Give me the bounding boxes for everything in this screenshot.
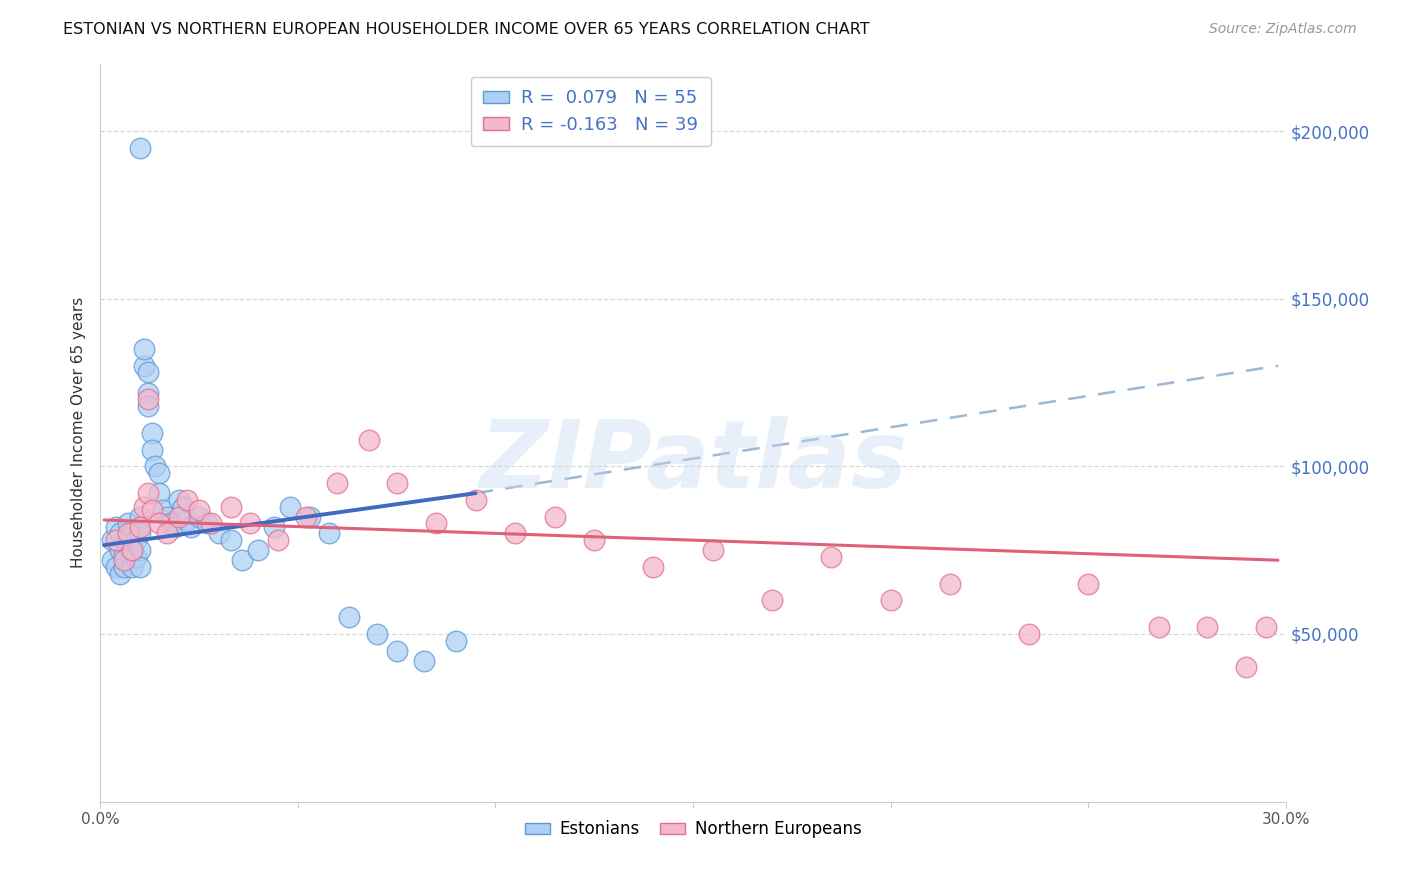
Point — [132, 359, 155, 373]
Point — [176, 513, 198, 527]
Point — [132, 500, 155, 514]
Point — [108, 526, 131, 541]
Point — [187, 509, 209, 524]
Point — [121, 543, 143, 558]
Point — [128, 560, 150, 574]
Point — [298, 509, 321, 524]
Point — [385, 476, 408, 491]
Point — [156, 526, 179, 541]
Point — [125, 549, 148, 564]
Point — [112, 547, 135, 561]
Point — [643, 560, 665, 574]
Point — [219, 500, 242, 514]
Point — [820, 549, 842, 564]
Point — [136, 399, 159, 413]
Point — [1256, 620, 1278, 634]
Point — [148, 516, 170, 531]
Point — [939, 576, 962, 591]
Point — [337, 610, 360, 624]
Point — [219, 533, 242, 547]
Point — [136, 392, 159, 407]
Point — [879, 593, 901, 607]
Point — [239, 516, 262, 531]
Point — [318, 526, 340, 541]
Point — [128, 509, 150, 524]
Point — [125, 533, 148, 547]
Point — [148, 466, 170, 480]
Point — [152, 503, 174, 517]
Point — [128, 543, 150, 558]
Point — [128, 519, 150, 533]
Point — [132, 342, 155, 356]
Point — [1234, 660, 1257, 674]
Point — [294, 509, 316, 524]
Text: Source: ZipAtlas.com: Source: ZipAtlas.com — [1209, 22, 1357, 37]
Legend: Estonians, Northern Europeans: Estonians, Northern Europeans — [517, 814, 868, 845]
Point — [263, 519, 285, 533]
Point — [108, 543, 131, 558]
Point — [128, 141, 150, 155]
Point — [167, 492, 190, 507]
Point — [1149, 620, 1171, 634]
Point — [112, 560, 135, 574]
Point — [104, 533, 127, 547]
Point — [464, 492, 486, 507]
Point — [104, 519, 127, 533]
Point — [136, 366, 159, 380]
Point — [176, 492, 198, 507]
Point — [195, 516, 218, 531]
Point — [357, 433, 380, 447]
Point — [141, 425, 163, 440]
Point — [117, 540, 139, 554]
Point — [200, 516, 222, 531]
Point — [1195, 620, 1218, 634]
Point — [267, 533, 290, 547]
Point — [180, 519, 202, 533]
Point — [444, 633, 467, 648]
Point — [117, 533, 139, 547]
Point — [208, 526, 231, 541]
Point — [1077, 576, 1099, 591]
Point — [117, 516, 139, 531]
Point — [136, 385, 159, 400]
Point — [385, 644, 408, 658]
Point — [121, 547, 143, 561]
Point — [112, 553, 135, 567]
Point — [425, 516, 447, 531]
Y-axis label: Householder Income Over 65 years: Householder Income Over 65 years — [72, 297, 86, 568]
Point — [503, 526, 526, 541]
Point — [583, 533, 606, 547]
Text: ESTONIAN VS NORTHERN EUROPEAN HOUSEHOLDER INCOME OVER 65 YEARS CORRELATION CHART: ESTONIAN VS NORTHERN EUROPEAN HOUSEHOLDE… — [63, 22, 870, 37]
Point — [761, 593, 783, 607]
Point — [141, 503, 163, 517]
Point — [148, 486, 170, 500]
Point — [187, 503, 209, 517]
Point — [413, 654, 436, 668]
Text: ZIPatlas: ZIPatlas — [479, 417, 907, 508]
Point — [108, 566, 131, 581]
Point — [247, 543, 270, 558]
Point — [121, 560, 143, 574]
Point — [156, 509, 179, 524]
Point — [167, 509, 190, 524]
Point — [160, 516, 183, 531]
Point — [1018, 627, 1040, 641]
Point — [104, 560, 127, 574]
Point — [165, 519, 187, 533]
Point — [128, 526, 150, 541]
Point — [101, 533, 124, 547]
Point — [366, 627, 388, 641]
Point — [117, 526, 139, 541]
Point — [145, 459, 167, 474]
Point — [101, 553, 124, 567]
Point — [172, 500, 194, 514]
Point — [544, 509, 567, 524]
Point — [702, 543, 724, 558]
Point — [141, 442, 163, 457]
Point — [121, 526, 143, 541]
Point — [278, 500, 301, 514]
Point — [231, 553, 253, 567]
Point — [326, 476, 349, 491]
Point — [136, 486, 159, 500]
